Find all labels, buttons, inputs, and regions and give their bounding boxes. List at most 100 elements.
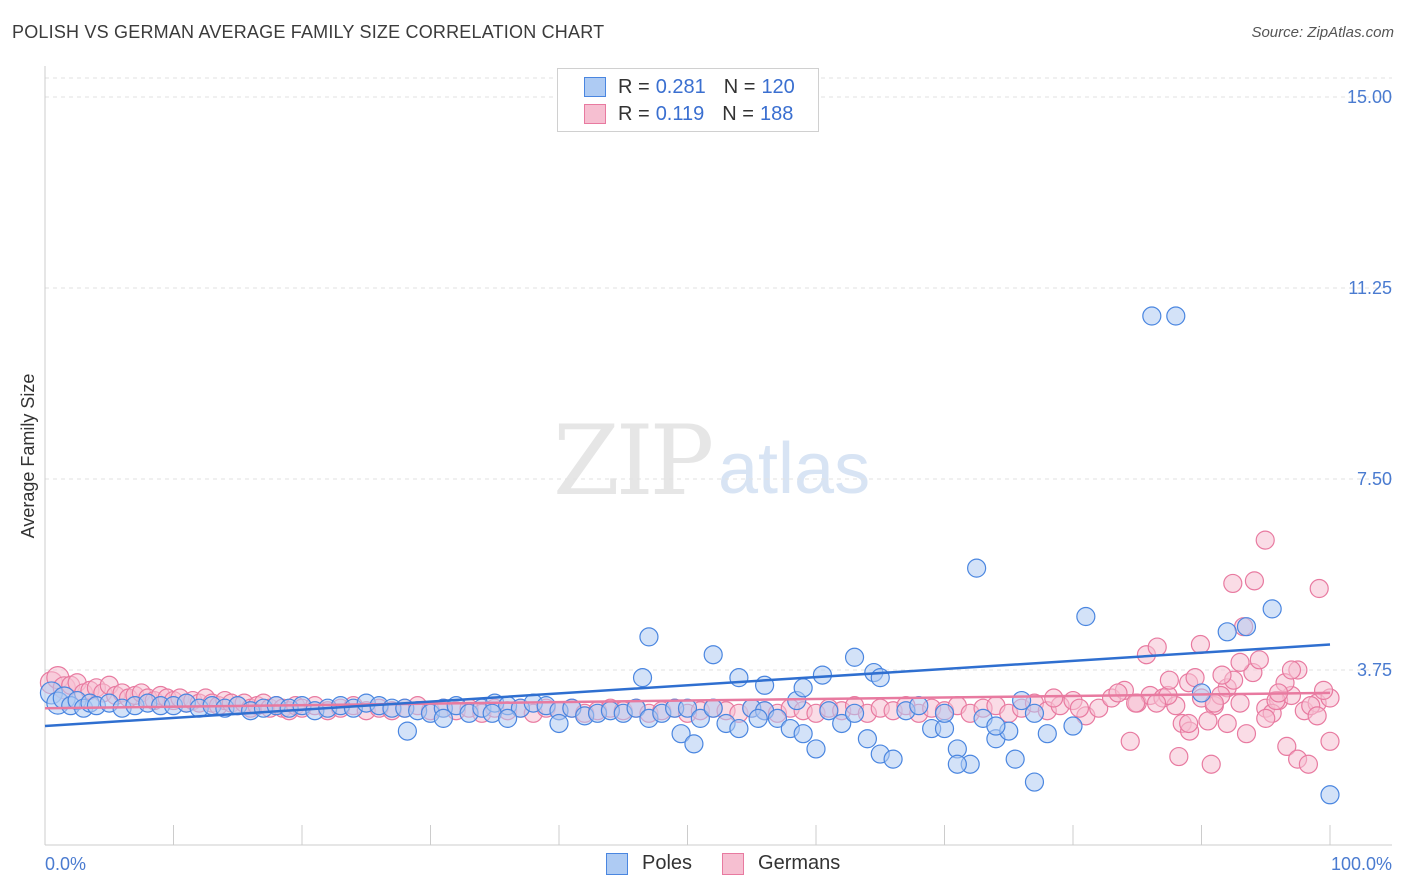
germans-point — [1223, 573, 1243, 594]
watermark-zip: ZIP — [553, 405, 714, 517]
germans-point — [1126, 693, 1146, 713]
poles-point — [844, 703, 865, 723]
germans-point — [1212, 665, 1232, 685]
legend-row-poles: R = 0.281 N = 120 — [584, 75, 795, 99]
tick-labels: 3.75 7.50 11.25 15.00 0.0% 100.0% Average Fami… — [18, 87, 1392, 874]
germans-point — [1146, 693, 1167, 713]
poles-point — [1236, 617, 1257, 637]
poles-point — [844, 647, 865, 667]
poles-point — [1217, 622, 1237, 642]
germans-point — [1108, 683, 1128, 703]
poles-point — [433, 708, 453, 728]
x-tick-label-max: 100.0% — [1331, 854, 1392, 874]
legend-r-value: 0.119 — [655, 102, 705, 125]
poles-point — [549, 713, 569, 734]
poles-point — [498, 708, 518, 728]
germans-point — [1244, 571, 1265, 591]
poles-point — [767, 708, 788, 728]
y-tick-label: 11.25 — [1348, 278, 1392, 298]
germans-point — [1307, 706, 1327, 726]
poles-point — [1142, 306, 1162, 326]
legend-n-label: N = — [723, 75, 756, 98]
y-tick-label: 15.00 — [1347, 87, 1392, 107]
poles-point — [1191, 683, 1212, 703]
poles-point — [967, 558, 987, 578]
y-tick-label: 7.50 — [1357, 469, 1392, 489]
poles-point — [793, 678, 813, 698]
y-tick-label: 3.75 — [1357, 660, 1392, 680]
poles-point — [909, 696, 929, 716]
poles-point — [639, 627, 659, 647]
germans-point — [1201, 754, 1221, 774]
poles-swatch — [584, 77, 606, 97]
poles-point — [986, 716, 1006, 736]
germans-point — [1281, 660, 1302, 680]
germans-point — [1089, 698, 1109, 718]
legend-n-value: 188 — [759, 102, 794, 125]
poles-point — [703, 698, 723, 718]
germans-point — [1298, 754, 1319, 774]
germans-point — [1169, 746, 1189, 767]
legend-n-label: N = — [722, 102, 754, 125]
germans-point — [1249, 650, 1269, 670]
poles-point — [1320, 785, 1340, 805]
poles-point — [1005, 749, 1025, 769]
germans-point — [1255, 530, 1275, 550]
germans-point — [1190, 634, 1211, 655]
watermark-atlas: atlas — [718, 429, 871, 509]
poles-point — [671, 724, 691, 744]
germans-point — [1277, 736, 1297, 757]
germans-point — [1313, 680, 1334, 700]
legend-r-label: R = — [618, 75, 650, 98]
germans-point — [1147, 637, 1167, 657]
poles-point — [883, 749, 903, 769]
source-label: Source: ZipAtlas.com — [1251, 24, 1394, 41]
germans-point — [1179, 713, 1199, 734]
poles-label: Poles — [642, 852, 693, 874]
germans-point — [1198, 711, 1218, 731]
poles-point — [684, 734, 704, 754]
poles-swatch — [606, 852, 628, 875]
bottom-legend: Poles Germans — [606, 852, 870, 875]
poles-point — [729, 668, 749, 688]
germans-trendline — [44, 691, 1331, 710]
bottom-legend-poles[interactable]: Poles — [606, 852, 692, 875]
germans-point — [1069, 698, 1090, 718]
germans-point — [1230, 652, 1250, 672]
bottom-legend-germans[interactable]: Germans — [722, 852, 840, 875]
poles-point — [1076, 606, 1096, 627]
germans-point — [1159, 670, 1179, 690]
y-axis-label: Average Family Size — [18, 374, 38, 539]
poles-point — [626, 698, 646, 718]
poles-point — [1037, 724, 1057, 744]
germans-point — [1320, 731, 1340, 751]
poles-point — [703, 645, 723, 665]
poles-point — [397, 721, 417, 741]
germans-point — [1120, 731, 1140, 751]
germans-swatch — [722, 852, 745, 875]
legend-n-value: 120 — [761, 75, 795, 98]
poles-point — [1063, 716, 1083, 736]
poles-point — [832, 713, 852, 734]
poles-point — [793, 724, 813, 744]
germans-point — [1236, 724, 1257, 744]
chart-title: POLISH VS GERMAN AVERAGE FAMILY SIZE COR… — [12, 22, 605, 42]
poles-point — [632, 668, 653, 688]
legend-r-label: R = — [618, 102, 650, 125]
poles-point — [677, 698, 698, 718]
poles-point — [1166, 306, 1186, 326]
poles-point — [806, 739, 826, 759]
poles-point — [819, 701, 839, 721]
germans-point — [1217, 713, 1237, 734]
poles-point — [690, 708, 710, 728]
germans-point — [1044, 688, 1064, 708]
legend: R = 0.281 N = 120 R = 0.119 N = 188 — [557, 68, 819, 132]
x-tick-label-min: 0.0% — [45, 854, 86, 874]
series-poles — [39, 306, 1340, 805]
poles-point — [729, 718, 749, 739]
poles-trendline — [44, 643, 1331, 728]
poles-point — [934, 703, 955, 723]
germans-point — [1256, 708, 1276, 728]
poles-point — [1024, 772, 1045, 792]
